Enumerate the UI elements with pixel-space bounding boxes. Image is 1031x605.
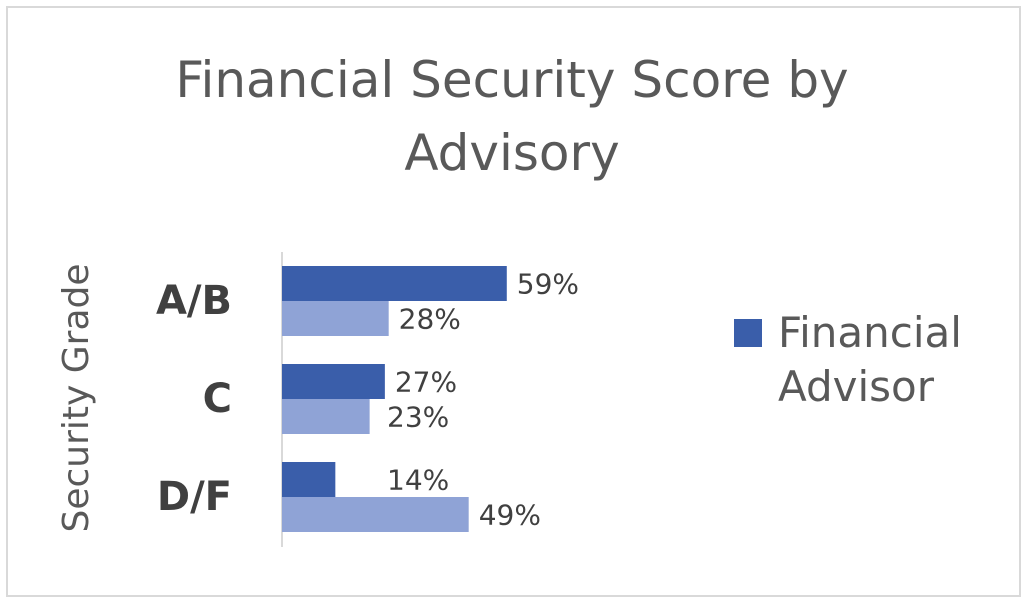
category-label: C [203, 376, 232, 422]
y-axis-title: Security Grade [56, 263, 97, 532]
legend-swatch [734, 319, 762, 347]
legend: Financial Advisor [734, 308, 962, 411]
data-label: 59% [517, 268, 579, 301]
data-label: 28% [399, 303, 461, 336]
data-label: 23% [387, 401, 449, 434]
chart-title-line-1: Financial Security Score by [175, 51, 848, 109]
chart-title-line-2: Advisory [404, 124, 619, 182]
plot-area: A/B 59% 28% C 27%23% D/F 14% 49% [156, 266, 579, 532]
bar-series-2 [282, 399, 370, 434]
data-label: 14% [387, 464, 449, 497]
bar-series-2 [282, 497, 469, 532]
category-label: D/F [157, 474, 232, 520]
data-label: 27% [395, 366, 457, 399]
chart-title-group: Financial Security Score by Advisory [175, 51, 848, 182]
category-label: A/B [156, 278, 232, 324]
legend-label: Financial Advisor [778, 308, 962, 411]
legend-label-line-1: Financial [778, 308, 962, 357]
bar-series-1 [282, 462, 336, 497]
chart-frame [6, 6, 1021, 597]
chart-title: Financial Security Score by Advisory [175, 51, 848, 182]
bar-series-2 [282, 301, 389, 336]
bar-series-1 [282, 364, 385, 399]
legend-label-line-2: Advisor [778, 362, 935, 411]
data-label: 49% [479, 499, 541, 532]
bar-series-1 [282, 266, 507, 301]
